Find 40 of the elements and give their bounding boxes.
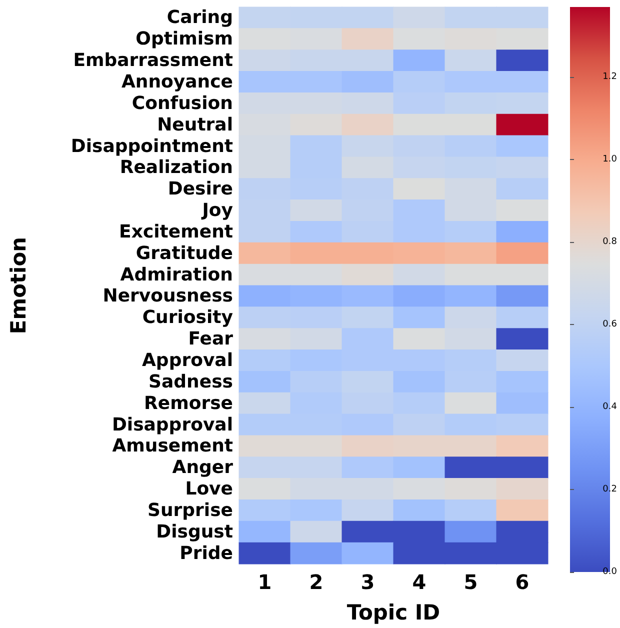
y-axis-title: Emotion <box>6 236 30 334</box>
y-tick-label: Approval <box>142 350 233 371</box>
y-tick-label: Curiosity <box>142 307 234 328</box>
color-bar-label: 0.0 <box>602 567 618 577</box>
color-bar-label: 0.4 <box>602 402 618 412</box>
y-tick-label: Fear <box>188 328 234 350</box>
y-tick-label: Disappointment <box>70 136 234 157</box>
x-tick-label: 1 <box>258 570 272 594</box>
color-bar-label: 0.8 <box>602 237 618 248</box>
y-tick-label: Sadness <box>148 371 233 392</box>
y-tick-label: Gratitude <box>136 242 233 264</box>
y-tick-label: Anger <box>172 457 234 478</box>
y-tick-label: Embarrassment <box>73 50 234 72</box>
y-tick-label: Disgust <box>156 521 234 542</box>
y-tick-label: Realization <box>120 157 233 178</box>
y-tick-label: Remorse <box>144 392 233 414</box>
y-tick-label: Pride <box>180 542 233 564</box>
color-bar-label: 1.2 <box>602 72 618 82</box>
y-tick-label: Amusement <box>112 436 234 457</box>
y-tick-label: Neutral <box>157 114 233 136</box>
y-tick-label: Love <box>185 478 233 500</box>
y-tick-label: Confusion <box>132 92 233 114</box>
y-tick-label: Nervousness <box>102 286 233 307</box>
y-tick-label: Surprise <box>147 500 233 521</box>
y-tick-label: Caring <box>166 7 233 28</box>
y-tick-label: Disapproval <box>112 414 233 436</box>
y-tick-label: Joy <box>200 200 234 222</box>
y-tick-label: Excitement <box>119 221 234 242</box>
y-tick-label: Admiration <box>120 264 233 286</box>
y-tick-label: Desire <box>168 178 233 200</box>
x-tick-label: 6 <box>515 570 530 594</box>
y-tick-label: Optimism <box>136 28 233 50</box>
x-tick-label: 2 <box>309 570 324 594</box>
color-bar-label: 1.0 <box>602 154 618 165</box>
color-bar-label: 0.6 <box>602 320 618 330</box>
x-tick-label: 5 <box>464 570 478 594</box>
y-tick-label: Annoyance <box>122 71 233 92</box>
x-tick-label: 3 <box>360 570 375 594</box>
x-axis-title: Topic ID <box>346 600 440 624</box>
x-tick-label: 4 <box>412 570 426 594</box>
